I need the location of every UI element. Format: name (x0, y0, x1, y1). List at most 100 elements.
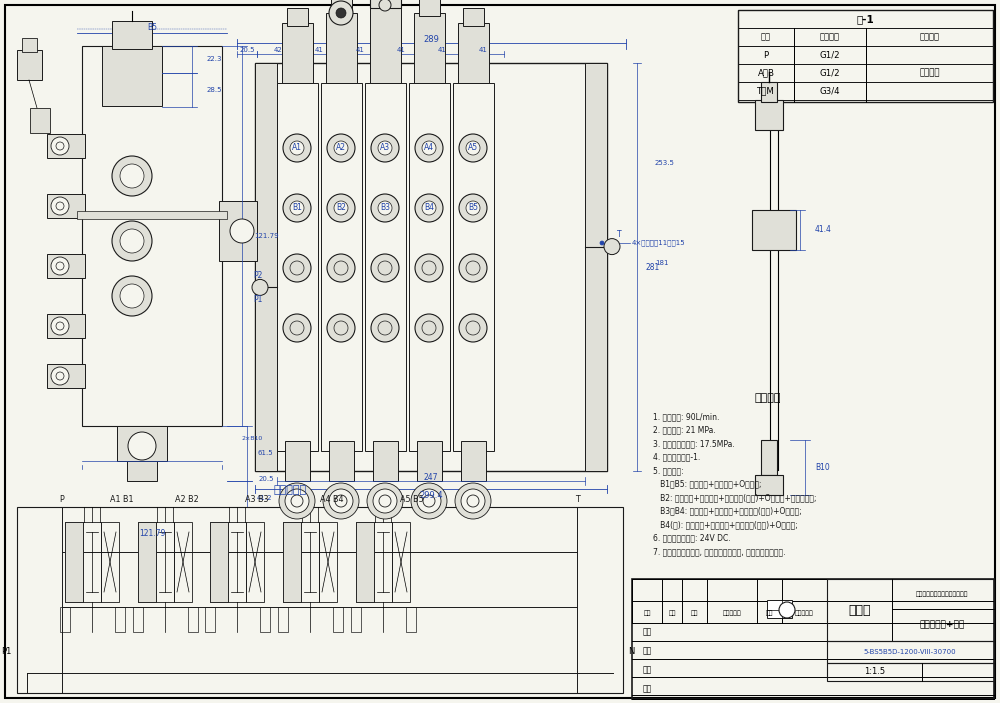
Bar (127, 461, 157, 481)
Text: 螺纹规格: 螺纹规格 (820, 32, 840, 41)
Circle shape (327, 194, 355, 222)
Bar (370, 3, 401, 83)
Bar (356, 522, 374, 602)
Text: 审核: 审核 (642, 666, 652, 674)
Bar (112, 21, 152, 49)
Circle shape (112, 276, 152, 316)
Bar (47, 194, 85, 218)
Bar (738, 28, 993, 46)
Bar (115, 607, 125, 632)
Bar (47, 254, 85, 278)
Circle shape (371, 134, 399, 162)
Circle shape (459, 134, 487, 162)
Bar (77, 211, 227, 219)
Text: 28.5: 28.5 (207, 87, 222, 93)
Bar (156, 522, 174, 602)
Text: 分区: 分区 (691, 610, 698, 616)
Text: B2: 手动控制+弹簧复位+弹簧锁定(常开)+O型阀杆+过载防溢阀;: B2: 手动控制+弹簧复位+弹簧锁定(常开)+O型阀杆+过载防溢阀; (653, 493, 816, 502)
Circle shape (371, 194, 399, 222)
Circle shape (371, 254, 399, 282)
Bar (285, 441, 310, 481)
Text: B5: B5 (468, 203, 478, 212)
Text: 技术要求: 技术要求 (755, 393, 781, 403)
Circle shape (51, 367, 69, 385)
Circle shape (120, 284, 144, 308)
Text: G1/2: G1/2 (820, 68, 840, 77)
Text: 42: 42 (274, 47, 282, 53)
Text: 41: 41 (397, 47, 406, 53)
Text: P1: P1 (253, 295, 263, 304)
Text: 2×B10: 2×B10 (242, 435, 263, 441)
Bar (761, 440, 777, 475)
Text: A3: A3 (380, 143, 390, 153)
Circle shape (422, 141, 436, 155)
Text: 油口: 油口 (761, 32, 771, 41)
Circle shape (283, 194, 311, 222)
Text: 处数: 处数 (668, 610, 676, 616)
Text: 1. 额定流量: 90L/min.: 1. 额定流量: 90L/min. (653, 412, 719, 421)
Circle shape (51, 257, 69, 275)
Text: N: N (628, 647, 634, 657)
Text: 181: 181 (655, 260, 668, 266)
Bar (370, 0, 401, 8)
Bar (329, 441, 354, 481)
Circle shape (336, 8, 346, 18)
Text: B10: B10 (815, 463, 830, 472)
Bar (287, 8, 308, 26)
Text: A、B: A、B (758, 68, 774, 77)
Bar (277, 83, 318, 451)
Bar (333, 607, 343, 632)
Bar (419, 0, 440, 16)
Bar (738, 46, 993, 64)
Circle shape (461, 489, 485, 513)
Text: 247: 247 (424, 472, 438, 482)
Circle shape (334, 201, 348, 215)
Circle shape (285, 489, 309, 513)
Circle shape (455, 483, 491, 519)
Bar (210, 522, 228, 602)
Text: T: T (575, 496, 579, 505)
Text: 密封形式: 密封形式 (920, 32, 940, 41)
Circle shape (466, 141, 480, 155)
Text: A2 B2: A2 B2 (175, 496, 199, 505)
Bar (255, 63, 607, 471)
Text: 7. 阀体表面磷化处理, 安全阀及螺纹薄件, 支架后应为铝本色.: 7. 阀体表面磷化处理, 安全阀及螺纹薄件, 支架后应为铝本色. (653, 547, 786, 556)
Text: 外形图: 外形图 (849, 603, 871, 617)
Text: 6. 电磁卸荷阀电压: 24V DC.: 6. 电磁卸荷阀电压: 24V DC. (653, 534, 731, 543)
Circle shape (329, 489, 353, 513)
Bar (417, 441, 442, 481)
Bar (755, 475, 783, 495)
Text: 20.5: 20.5 (258, 476, 274, 482)
Text: A3 B3: A3 B3 (245, 496, 269, 505)
Bar (375, 0, 396, 6)
Bar (101, 522, 119, 602)
Bar (406, 607, 416, 632)
Bar (283, 522, 301, 602)
Bar (301, 522, 319, 602)
Text: 41.2: 41.2 (257, 495, 272, 501)
Bar (374, 522, 392, 602)
Circle shape (112, 156, 152, 196)
Circle shape (459, 254, 487, 282)
Bar (461, 441, 486, 481)
Bar (82, 46, 222, 426)
Text: A4 B4: A4 B4 (320, 496, 344, 505)
Circle shape (415, 314, 443, 342)
Circle shape (467, 495, 479, 507)
Text: B2: B2 (336, 203, 346, 212)
Circle shape (279, 483, 315, 519)
Bar (174, 522, 192, 602)
Text: B5: B5 (147, 23, 157, 32)
Circle shape (779, 602, 795, 618)
Text: 289: 289 (424, 34, 439, 44)
Bar (356, 522, 374, 602)
Text: A1 B1: A1 B1 (110, 496, 134, 505)
Circle shape (604, 238, 620, 254)
Text: B3、B4: 手动控制+弹簧复位+弹簧锁定(常开)+O型阀杆;: B3、B4: 手动控制+弹簧复位+弹簧锁定(常开)+O型阀杆; (653, 506, 802, 515)
Bar (47, 314, 85, 338)
Text: A2: A2 (336, 143, 346, 153)
Circle shape (290, 141, 304, 155)
Bar (30, 108, 50, 133)
Text: A1: A1 (292, 143, 302, 153)
Bar (458, 23, 489, 83)
